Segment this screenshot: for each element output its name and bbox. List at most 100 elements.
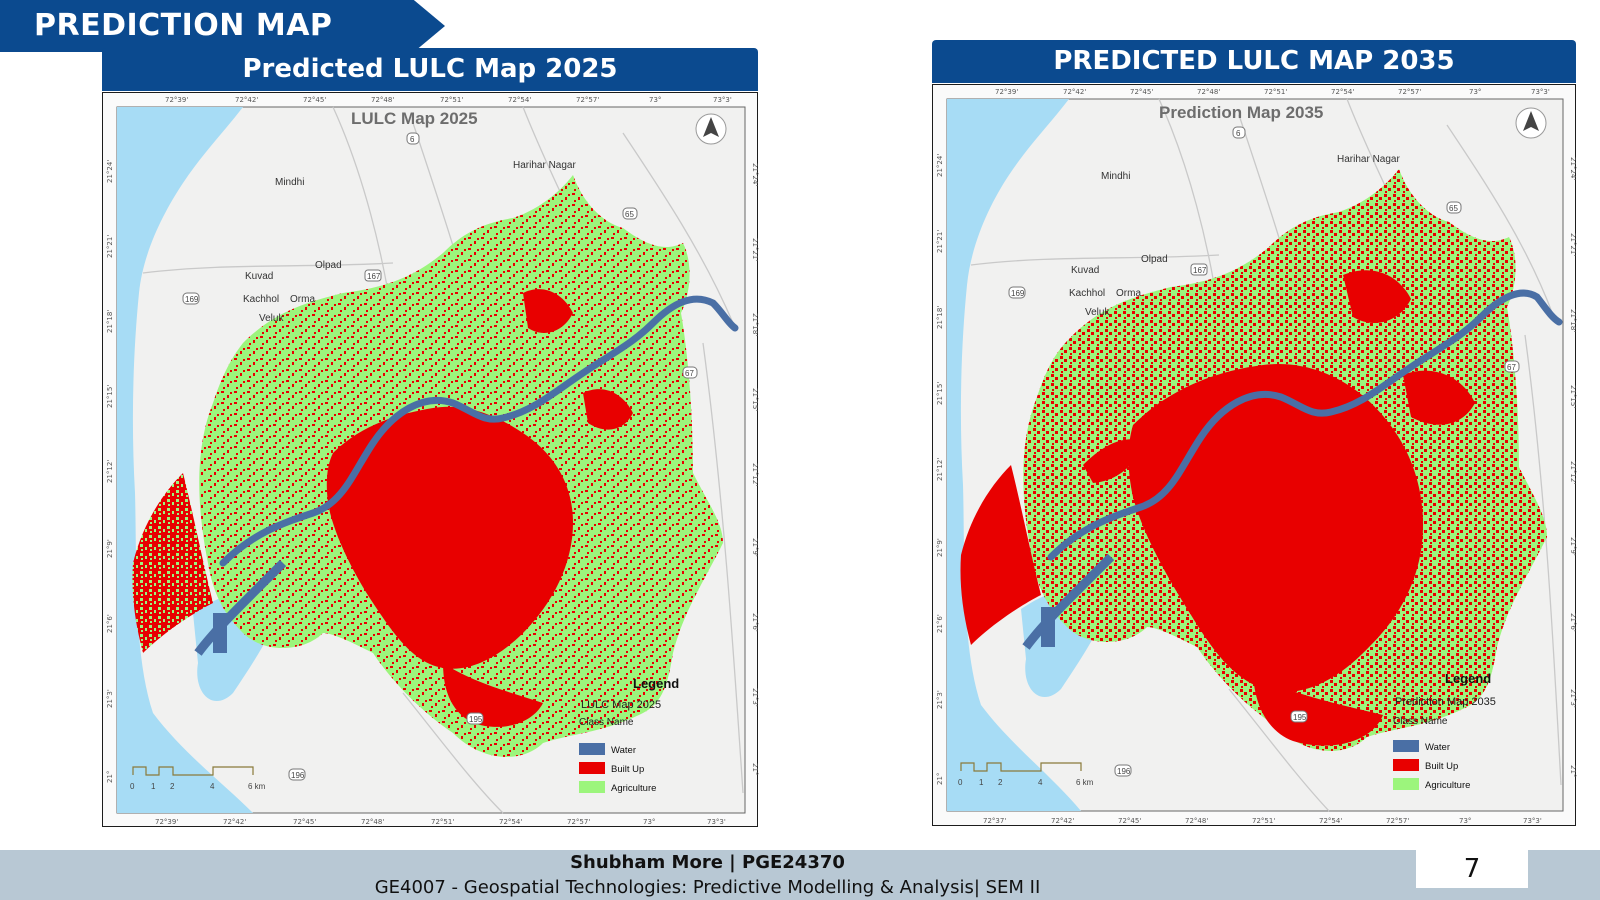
map-2035-builtup-west — [1083, 439, 1143, 483]
map-2025-sea — [117, 107, 253, 813]
svg-text:72°51': 72°51' — [440, 96, 463, 104]
map-2025-builtup-east — [583, 389, 633, 430]
map-2035-builtup-north — [1343, 270, 1411, 323]
svg-text:2: 2 — [170, 782, 175, 791]
svg-text:1: 1 — [151, 782, 156, 791]
place-veluk: Veluk — [259, 313, 284, 324]
svg-text:21°3': 21°3' — [106, 689, 114, 708]
svg-text:73°: 73° — [649, 96, 661, 104]
svg-text:72°39': 72°39' — [995, 88, 1018, 96]
svg-text:72°45': 72°45' — [293, 818, 316, 826]
svg-text:6 km: 6 km — [248, 782, 266, 791]
legend-2035-agriculture-swatch — [1393, 778, 1419, 790]
svg-text:72°42': 72°42' — [1063, 88, 1086, 96]
map-2035-inner-title: Prediction Map 2035 — [1159, 103, 1323, 122]
svg-text:21°21': 21°21' — [936, 230, 944, 253]
road-shields-2025: 6 65 167 169 67 195 196 — [182, 132, 698, 781]
legend-2025-agriculture-swatch — [579, 781, 605, 793]
legend-2035-water: Water — [1425, 742, 1450, 753]
svg-text:169: 169 — [185, 295, 199, 304]
map-2035-banner: PREDICTED LULC MAP 2035 — [932, 40, 1576, 83]
svg-text:65: 65 — [1449, 204, 1458, 213]
legend-2025-water-swatch — [579, 743, 605, 755]
graticule-right-2025: 21°24' 21°21' 21°18' 21°15' 21°12' 21°9'… — [751, 163, 759, 775]
place-kuvad: Kuvad — [245, 271, 273, 282]
svg-text:21°9': 21°9' — [751, 538, 759, 557]
map-2025-river-mouth — [194, 559, 287, 656]
place-mindhi-2035: Mindhi — [1101, 171, 1130, 182]
svg-text:167: 167 — [367, 272, 381, 281]
svg-text:72°51': 72°51' — [1264, 88, 1287, 96]
svg-text:21°21': 21°21' — [106, 235, 114, 258]
svg-text:6: 6 — [410, 135, 415, 144]
map-2035-builtup-south — [1253, 675, 1383, 746]
svg-text:21°3': 21°3' — [751, 688, 759, 707]
map-2035-builtup-core — [1128, 364, 1423, 692]
map-2035-sea — [947, 99, 1081, 811]
svg-text:72°57': 72°57' — [576, 96, 599, 104]
svg-text:73°3': 73°3' — [1523, 817, 1542, 825]
svg-text:72°51': 72°51' — [1252, 817, 1275, 825]
map-2035-builtup-east — [1403, 370, 1475, 425]
svg-text:72°45': 72°45' — [1130, 88, 1153, 96]
svg-text:72°42': 72°42' — [235, 96, 258, 104]
map-2025-frame: Mindhi Harihar Nagar Olpad Kuvad Kachhol… — [102, 92, 759, 827]
svg-text:21°12': 21°12' — [1569, 461, 1577, 484]
svg-text:65: 65 — [625, 210, 634, 219]
graticule-top-2035: 72°39' 72°42' 72°45' 72°48' 72°51' 72°54… — [995, 88, 1550, 96]
svg-text:21°24': 21°24' — [751, 163, 759, 186]
place-kachhol-2035: Kachhol — [1069, 288, 1105, 299]
svg-text:72°48': 72°48' — [1197, 88, 1220, 96]
svg-text:21°15': 21°15' — [106, 385, 114, 408]
legend-2035-class: Class Name — [1393, 716, 1448, 727]
place-kachhol: Kachhol — [243, 294, 279, 305]
svg-text:72°42': 72°42' — [1051, 817, 1074, 825]
svg-text:2: 2 — [998, 778, 1003, 787]
svg-text:21°21': 21°21' — [1569, 233, 1577, 256]
svg-text:21°6': 21°6' — [751, 613, 759, 632]
place-veluk-2035: Veluk — [1085, 307, 1110, 318]
map-2025-roads — [142, 106, 744, 814]
legend-2025-subtitle: LULC Map 2025 — [581, 699, 661, 711]
map-2025-builtup-north — [523, 289, 573, 333]
map-2025-west-fringe — [132, 473, 213, 653]
place-harihar-2035: Harihar Nagar — [1337, 154, 1400, 165]
svg-text:73°: 73° — [643, 818, 655, 826]
legend-2025-builtup: Built Up — [611, 764, 644, 775]
svg-text:21°12': 21°12' — [751, 463, 759, 486]
svg-text:72°45': 72°45' — [303, 96, 326, 104]
place-harihar: Harihar Nagar — [513, 160, 576, 171]
svg-text:169: 169 — [1011, 289, 1025, 298]
footer-bar: Shubham More | PGE24370 GE4007 - Geospat… — [0, 850, 1600, 900]
map-2025-svg: Mindhi Harihar Nagar Olpad Kuvad Kachhol… — [106, 96, 759, 826]
svg-text:21°24': 21°24' — [106, 160, 114, 183]
svg-text:21°: 21° — [1569, 765, 1577, 777]
svg-text:72°48': 72°48' — [361, 818, 384, 826]
svg-text:72°39': 72°39' — [155, 818, 178, 826]
legend-2035-subtitle: Prediction Map 2035 — [1395, 696, 1496, 708]
svg-text:21°24': 21°24' — [936, 154, 944, 177]
map-2035-west-fringe — [960, 465, 1041, 645]
svg-text:195: 195 — [1293, 713, 1307, 722]
place-olpad: Olpad — [315, 260, 342, 271]
svg-text:21°15': 21°15' — [936, 382, 944, 405]
svg-text:21°18': 21°18' — [936, 306, 944, 329]
legend-2025-water: Water — [611, 745, 636, 756]
svg-text:21°15': 21°15' — [751, 388, 759, 411]
scale-bar-2025: 0 1 2 4 6 km — [130, 766, 266, 791]
svg-text:72°42': 72°42' — [223, 818, 246, 826]
svg-text:0: 0 — [130, 782, 135, 791]
svg-text:73°3': 73°3' — [713, 96, 732, 104]
scale-bar-2035: 0 1 2 4 6 km — [958, 762, 1094, 787]
svg-text:72°39': 72°39' — [165, 96, 188, 104]
place-orma-2035: Orma — [1116, 288, 1141, 299]
place-orma: Orma — [290, 294, 315, 305]
slide-header: PREDICTION MAP — [0, 0, 445, 52]
svg-text:21°18': 21°18' — [751, 313, 759, 336]
svg-text:72°48': 72°48' — [1185, 817, 1208, 825]
svg-text:73°: 73° — [1459, 817, 1471, 825]
svg-text:0: 0 — [958, 778, 963, 787]
svg-text:72°57': 72°57' — [1386, 817, 1409, 825]
svg-text:73°: 73° — [1469, 88, 1481, 96]
north-arrow-icon — [1515, 107, 1547, 139]
